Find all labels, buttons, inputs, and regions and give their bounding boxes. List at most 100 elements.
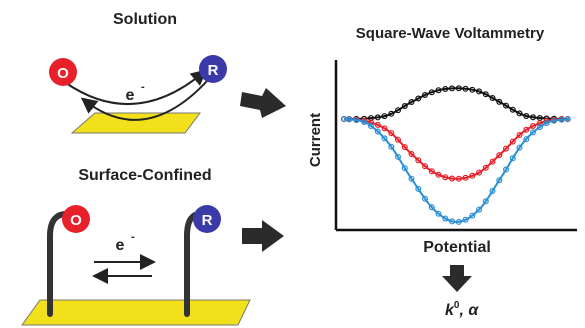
surface-reduced-icon (193, 205, 221, 233)
surface-title: Surface-Confined (78, 167, 211, 184)
oxidized-species-icon (49, 58, 77, 86)
series-1-data-point (496, 152, 503, 159)
series-1-data-point (469, 172, 476, 179)
series-2-data-point (449, 218, 456, 225)
series-1-data-point (401, 144, 408, 151)
series-2-data-point (550, 117, 557, 124)
series-2-data-point (455, 218, 462, 225)
result-superscript: 0 (454, 300, 460, 311)
oxidized-label: O (57, 65, 69, 82)
series-1-data-point (489, 158, 496, 165)
x-axis-label: Potential (423, 239, 491, 256)
reduced-label: R (208, 62, 219, 79)
series-1-data-point (523, 126, 530, 133)
series-0-data-point (509, 106, 516, 113)
series-0-data-point (523, 112, 530, 119)
solution-to-plot-arrow (240, 88, 286, 118)
result-k: k (445, 302, 455, 319)
series-0-data-point (422, 91, 429, 98)
series-0-data-point (381, 113, 388, 120)
surface-oxidized-label: O (70, 212, 82, 229)
series-0-data-point (476, 88, 483, 95)
series-2-data-point (388, 143, 395, 150)
series-2-data-point (361, 118, 368, 125)
surface-electrode (21, 299, 251, 326)
series-2-data-point (435, 210, 442, 217)
solution-electron-label: e (126, 87, 135, 104)
series-2-data-point (536, 124, 543, 131)
y-axis-label: Current (307, 113, 324, 167)
surface-reduced-label: R (202, 212, 213, 229)
series-2-data-point (469, 212, 476, 219)
voltammetry-chart (334, 60, 577, 232)
series-0-data-point (415, 95, 422, 102)
series-1-data-point (395, 136, 402, 143)
series-0-fit-line (344, 87, 569, 120)
series-1-data-point (374, 121, 381, 128)
series-1-data-point (516, 132, 523, 139)
series-2-data-point (476, 206, 483, 213)
series-0-data-point (482, 91, 489, 98)
series-2-data-point (482, 198, 489, 205)
series-2-data-point (523, 136, 530, 143)
series-2-data-point (496, 177, 503, 184)
electron-transfer-arc-upper (65, 69, 208, 106)
series-2-data-point (401, 165, 408, 172)
series-0-data-point (496, 98, 503, 105)
series-2-data-point (509, 155, 516, 162)
series-1-data-point (503, 145, 510, 152)
series-0-data-point (462, 85, 469, 92)
series-0-data-point (442, 85, 449, 92)
result-label: k0, α (445, 300, 479, 319)
series-2-data-point (381, 135, 388, 142)
series-0-data-point (388, 110, 395, 117)
series-2-data-point (489, 188, 496, 195)
solution-electron-superscript: - (141, 81, 145, 93)
series-2-data-point (462, 216, 469, 223)
result-arrow (442, 265, 472, 292)
series-2-data-point (503, 166, 510, 173)
series-2-data-point (516, 144, 523, 151)
series-1-data-point (482, 164, 489, 171)
series-2-data-point (408, 175, 415, 182)
series-0-data-point (516, 110, 523, 117)
surface-electron-label: e (116, 237, 125, 254)
surface-oxidized-icon (62, 205, 90, 233)
series-2-data-point (346, 116, 353, 123)
series-0-data-point (455, 85, 462, 92)
series-1-data-point (476, 169, 483, 176)
surface-to-plot-arrow (242, 220, 284, 252)
series-2-data-point (558, 116, 565, 123)
series-2-data-point (543, 120, 550, 127)
chart-title: Square-Wave Voltammetry (356, 25, 545, 42)
series-0-data-point (428, 89, 435, 96)
series-1-data-point (509, 138, 516, 145)
series-2-data-point (442, 215, 449, 222)
surface-electron-superscript: - (131, 231, 135, 243)
solution-title: Solution (113, 11, 177, 28)
series-0-data-point (395, 107, 402, 114)
series-1-data-point (428, 168, 435, 175)
series-1-data-point (415, 157, 422, 164)
series-0-data-point (408, 98, 415, 105)
reduced-species-icon (199, 55, 227, 83)
series-1-data-point (536, 120, 543, 127)
electron-transfer-arc-lower (80, 79, 209, 121)
series-1-data-point (529, 122, 536, 129)
series-0-data-point (401, 102, 408, 109)
series-1-data-point (408, 151, 415, 158)
series-1-data-point (435, 171, 442, 178)
series-1-data-point (388, 130, 395, 137)
series-0-data-point (449, 85, 456, 92)
result-suffix: , α (458, 302, 479, 319)
series-0-data-point (374, 114, 381, 121)
series-2-data-point (374, 128, 381, 135)
series-2-data-point (428, 204, 435, 211)
series-1-data-point (462, 174, 469, 181)
series-1-data-point (449, 175, 456, 182)
series-0-data-point (529, 114, 536, 121)
series-1-data-point (442, 174, 449, 181)
series-0-data-point (489, 94, 496, 101)
series-2-data-point (353, 117, 360, 124)
